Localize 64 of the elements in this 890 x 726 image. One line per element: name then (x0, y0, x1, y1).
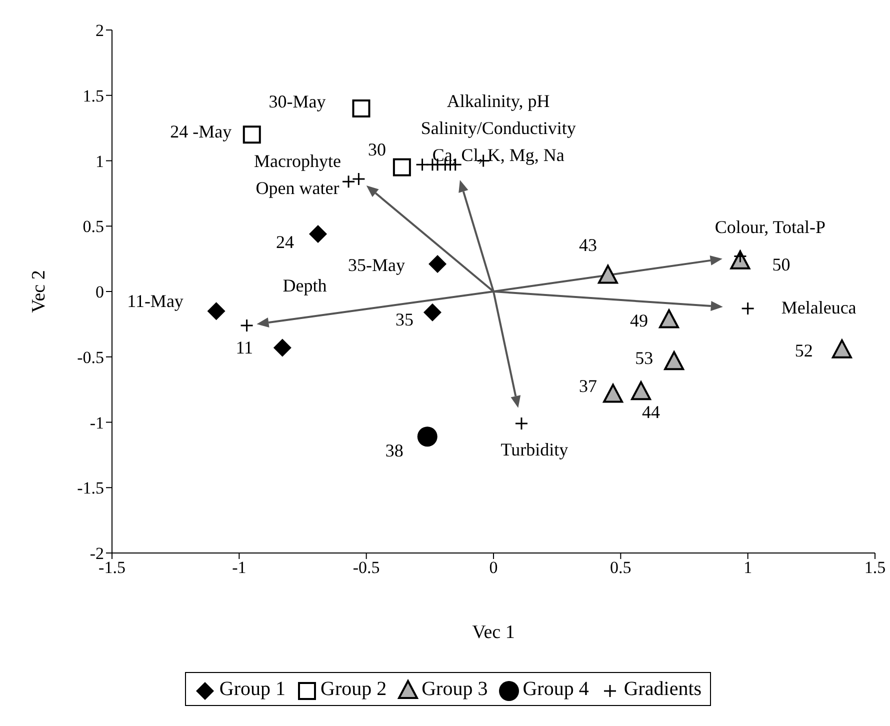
legend-label: Group 2 (320, 677, 387, 701)
y-tick-label: 1.5 (82, 86, 104, 106)
point (207, 302, 226, 320)
annotation: 30-May (268, 91, 326, 112)
annotation: 35-May (348, 255, 406, 276)
legend-label: Group 3 (420, 677, 488, 701)
point (273, 338, 292, 357)
annotation: 44 (642, 402, 660, 422)
point (309, 224, 328, 243)
annotation: 53 (635, 348, 654, 368)
point (352, 99, 370, 118)
y-tick-label: 0.5 (82, 217, 104, 236)
annotation: Depth (282, 275, 327, 296)
annotation: Turbidity (500, 440, 568, 460)
point (832, 339, 852, 358)
annotation: 24 -May (170, 122, 232, 142)
y-tick-label: -0.5 (77, 348, 104, 367)
annotation: Melaleuca (781, 297, 856, 318)
y-tick-label: -1 (90, 413, 104, 432)
annotation: 24 (276, 232, 294, 252)
legend-label: Group 1 (218, 677, 286, 701)
annotation: 38 (385, 440, 404, 461)
point (631, 381, 652, 400)
point (428, 255, 447, 274)
x-tick-label: -1 (232, 558, 246, 578)
y-tick-label: 1 (96, 152, 104, 171)
y-axis-title: Vec 2 (28, 270, 50, 313)
y-tick-label: -1.5 (77, 478, 104, 498)
annotation: 43 (578, 234, 597, 255)
legend-label: Group 4 (522, 677, 589, 701)
annotation: 49 (630, 310, 648, 330)
point (664, 351, 684, 370)
annotation: Colour, Total-P (714, 217, 826, 238)
point (603, 384, 624, 403)
point (352, 172, 366, 186)
x-axis-title: Vec 1 (472, 622, 515, 643)
x-tick-label: 1 (744, 558, 752, 578)
point (658, 309, 679, 328)
point (416, 158, 430, 172)
point (514, 416, 528, 430)
point (598, 264, 618, 284)
annotation: 11 (236, 338, 254, 358)
annotation: Macrophyte Open water (254, 151, 342, 198)
point (423, 303, 442, 322)
x-tick-label: -0.5 (352, 558, 380, 578)
point (392, 158, 411, 176)
x-tick-label: 1.5 (864, 558, 886, 578)
x-tick-label: 0 (489, 558, 498, 578)
annotation: 52 (794, 340, 813, 360)
y-tick-label: 0 (96, 282, 104, 302)
point (741, 302, 755, 316)
legend-label: Gradients (622, 677, 702, 701)
point (242, 126, 261, 144)
y-tick-label: 2 (96, 21, 104, 40)
annotation: 30 (368, 139, 386, 160)
point (240, 318, 254, 332)
annotation: 11-May (127, 291, 184, 312)
annotation: 50 (772, 254, 790, 274)
annotation: 37 (579, 376, 598, 396)
y-tick-label: -2 (90, 544, 104, 564)
x-tick-label: 0.5 (610, 558, 632, 578)
annotation: 35 (395, 309, 414, 330)
point (417, 426, 438, 447)
point (342, 174, 356, 188)
